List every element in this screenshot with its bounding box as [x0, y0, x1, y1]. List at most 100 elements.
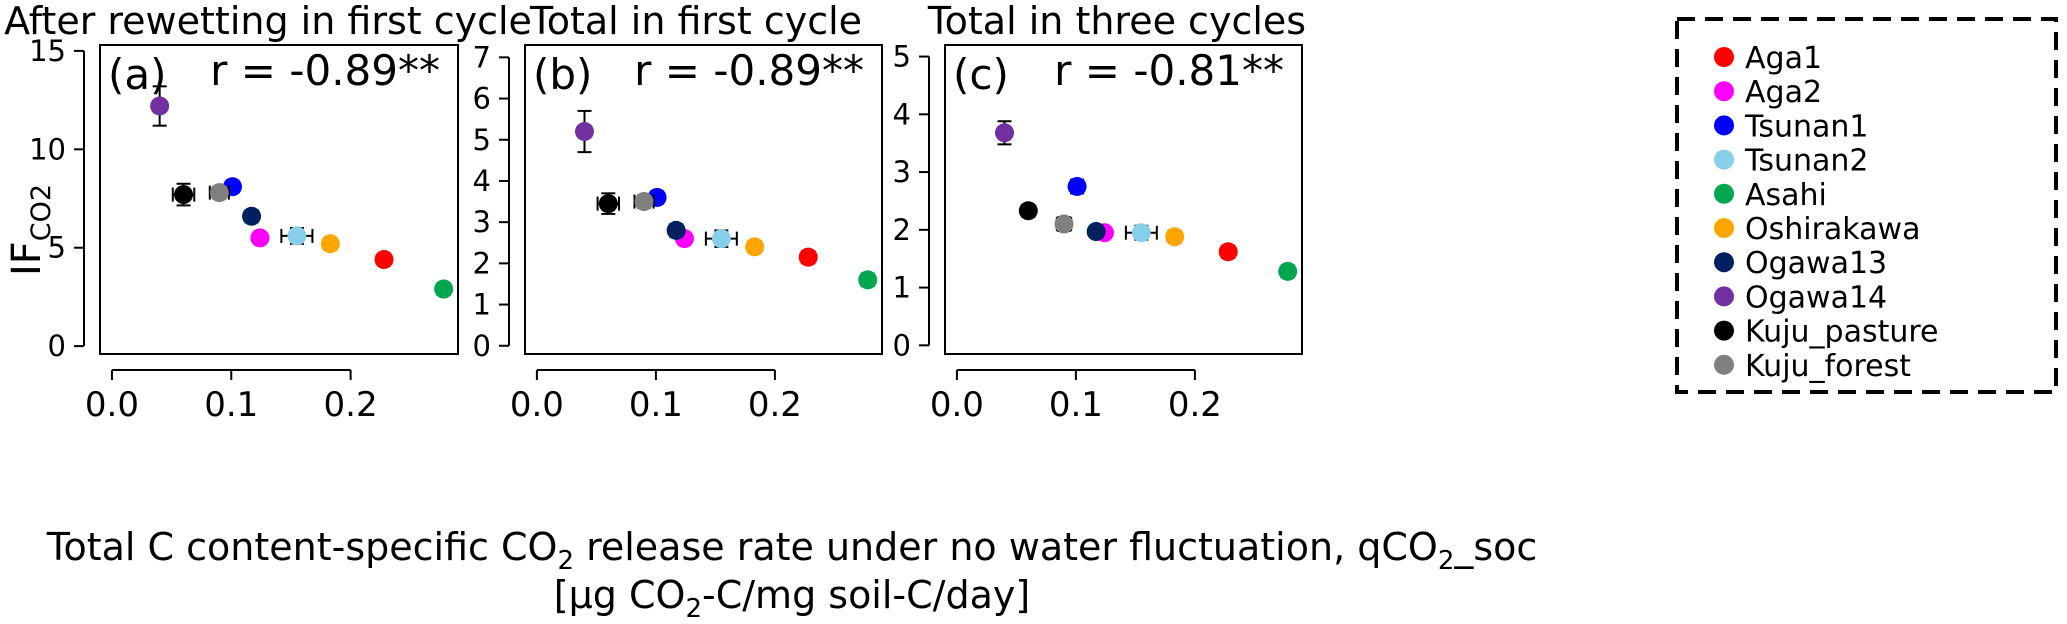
y-axis-label: IFCO2 [4, 184, 57, 276]
legend-box [1675, 17, 2058, 394]
y-tick-label: 0 [473, 329, 491, 363]
data-point-asahi [1278, 261, 1298, 281]
panel-b: 0 1 2 3 4 5 6 7 0.0 0.1 0.2 (b) r = -0.89** [473, 40, 883, 425]
data-point-kuju_forest [1054, 214, 1074, 234]
data-point-tsunan1 [1067, 177, 1087, 197]
data-point-aga1 [374, 250, 394, 270]
y-axis-label-main: IF [4, 241, 50, 276]
data-point-kuju_forest [634, 192, 654, 212]
y-tick-label: 4 [893, 97, 911, 131]
legend-label-aga1: Aga1 [1745, 41, 1822, 76]
plot-frame [524, 44, 883, 355]
x-tick-label: 0.2 [748, 385, 802, 425]
y-tick-label: 0 [893, 328, 911, 362]
legend-marker-ogawa14 [1714, 286, 1734, 307]
data-point-tsunan2 [287, 226, 307, 246]
legend-marker-aga1 [1714, 47, 1734, 67]
legend: Aga1Aga2Tsunan1Tsunan2AsahiOshirakawaOga… [1714, 41, 1939, 384]
data-point-tsunan2 [1131, 223, 1151, 243]
y-tick-label: 1 [473, 288, 491, 322]
x-tick-label: 0.2 [324, 385, 378, 425]
data-point-oshirakawa [1165, 227, 1185, 247]
data-point-kuju_forest [209, 183, 229, 203]
x-tick-label: 0.1 [1049, 385, 1103, 425]
y-tick-label: 10 [29, 132, 66, 166]
x-axis-label-line2: [μg CO2-C/mg soil-C/day] [554, 573, 1030, 624]
x-label-part3: _soc [1453, 525, 1537, 569]
panel-a: 0 5 10 15 0.0 0.1 0.2 (a) r = -0.89** [29, 34, 459, 425]
legend-marker-kuju_forest [1714, 354, 1734, 375]
data-point-ogawa14 [575, 122, 594, 142]
x-label-line2-part2: -C/mg soil-C/day] [702, 573, 1030, 617]
data-point-ogawa13 [242, 206, 262, 226]
x-tick-label: 0.0 [510, 385, 564, 425]
data-point-tsunan2 [711, 229, 731, 249]
panel-label: (a) [108, 50, 167, 99]
legend-label-ogawa13: Ogawa13 [1745, 246, 1887, 281]
y-tick-label: 15 [29, 34, 66, 68]
y-axis-label-sub: CO2 [26, 184, 57, 241]
data-point-kuju_pasture [598, 194, 618, 214]
plot-frame [99, 44, 459, 355]
panel-c: 0 1 2 3 4 5 0.0 0.1 0.2 (c) r = -0.81** [893, 40, 1303, 425]
data-point-kuju_pasture [1018, 201, 1038, 221]
panel-c-title: Total in three cycles [927, 0, 1306, 43]
x-tick-label: 0.1 [204, 385, 258, 425]
data-point-ogawa14 [995, 123, 1014, 143]
panel-b-title: Total in first cycle [529, 0, 862, 43]
y-tick-label: 6 [473, 82, 491, 116]
data-point-oshirakawa [320, 234, 340, 254]
y-tick-label: 3 [473, 205, 491, 239]
y-tick-label: 0 [48, 329, 66, 363]
legend-label-tsunan1: Tsunan1 [1744, 109, 1869, 144]
x-tick-label: 0.0 [930, 385, 984, 425]
correlation-label: r = -0.81** [1054, 46, 1284, 95]
x-axis-label-line1: Total C content-specific CO2 release rat… [46, 525, 1538, 576]
legend-marker-tsunan2 [1714, 149, 1734, 170]
x-tick-label: 0.1 [629, 385, 683, 425]
x-label-sub1: 2 [557, 546, 574, 576]
y-tick-label: 4 [473, 164, 491, 198]
y-tick-label: 5 [48, 231, 66, 265]
panel-label: (b) [533, 50, 592, 99]
legend-label-tsunan2: Tsunan2 [1744, 144, 1869, 179]
legend-label-kuju_pasture: Kuju_pasture [1745, 315, 1939, 350]
data-point-asahi [434, 279, 454, 299]
data-point-oshirakawa [745, 237, 765, 257]
x-label-line2-sub: 2 [685, 594, 702, 624]
legend-marker-tsunan1 [1714, 115, 1734, 136]
legend-marker-aga2 [1714, 81, 1734, 102]
x-label-part2: release rate under no water fluctuation,… [574, 525, 1438, 569]
panel-label: (c) [953, 50, 1009, 99]
y-tick-label: 2 [893, 213, 911, 247]
y-tick-label: 1 [893, 271, 911, 305]
legend-marker-oshirakawa [1714, 218, 1734, 238]
legend-label-kuju_forest: Kuju_forest [1745, 349, 1911, 384]
data-point-aga2 [250, 228, 270, 248]
data-point-kuju_pasture [174, 185, 194, 205]
data-point-aga1 [1218, 242, 1238, 262]
correlation-label: r = -0.89** [634, 46, 864, 95]
y-tick-label: 3 [893, 155, 911, 189]
data-point-aga1 [798, 247, 818, 267]
x-tick-label: 0.2 [1168, 385, 1222, 425]
legend-marker-kuju_pasture [1714, 320, 1734, 341]
panel-a-title: After rewetting in first cycle [4, 0, 532, 43]
y-tick-label: 5 [473, 123, 491, 157]
legend-label-oshirakawa: Oshirakawa [1745, 212, 1920, 247]
legend-label-aga2: Aga2 [1745, 75, 1822, 110]
legend-marker-ogawa13 [1714, 252, 1734, 273]
data-point-ogawa13 [1086, 222, 1106, 242]
correlation-label: r = -0.89** [210, 46, 440, 95]
y-tick-label: 5 [893, 40, 911, 74]
data-point-ogawa13 [666, 220, 686, 240]
x-tick-label: 0.0 [85, 385, 139, 425]
x-label-part1: Total C content-specific CO [46, 525, 558, 569]
plot-frame [944, 44, 1303, 355]
x-label-sub2: 2 [1438, 546, 1455, 576]
data-point-asahi [858, 270, 878, 290]
legend-label-ogawa14: Ogawa14 [1745, 280, 1887, 315]
y-tick-label: 7 [473, 40, 491, 74]
legend-marker-asahi [1714, 183, 1734, 204]
